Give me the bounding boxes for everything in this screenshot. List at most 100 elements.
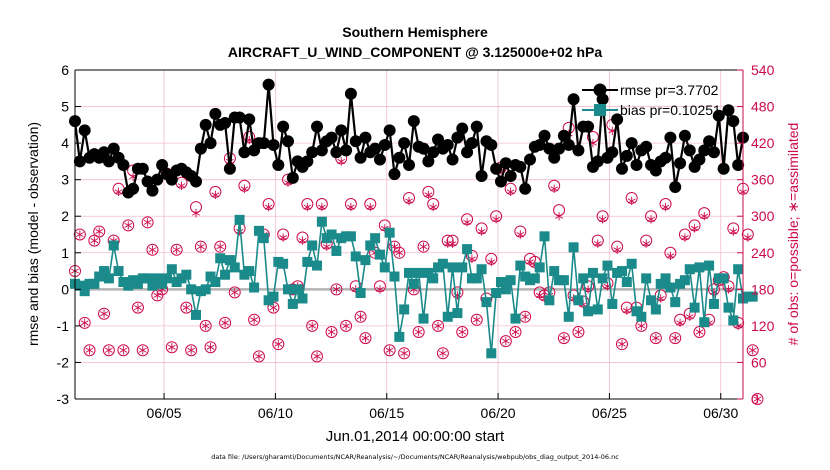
obs-possible-point — [311, 350, 324, 363]
obs-possible-point — [572, 325, 585, 338]
obs-assimilated-point — [685, 312, 694, 321]
asterisk-stroke — [627, 198, 636, 204]
bias-point — [302, 256, 313, 267]
bias-point — [437, 258, 448, 269]
y-tick-label-left: 4 — [61, 135, 69, 151]
asterisk-stroke — [356, 314, 365, 320]
asterisk-stroke — [134, 305, 142, 311]
obs-possible-point — [615, 338, 628, 351]
rmse-point — [519, 182, 532, 195]
rmse-point — [465, 137, 478, 150]
obs-assimilated-point — [414, 327, 423, 337]
obs-assimilated-point — [492, 215, 500, 224]
chart-title: Southern Hemisphere — [342, 24, 488, 40]
obs-assimilated-point — [472, 315, 481, 324]
obs-assimilated-point — [676, 318, 684, 328]
obs-possible-point — [340, 319, 353, 332]
rmse-point — [398, 137, 411, 150]
obs-possible-point — [228, 286, 241, 299]
obs-assimilated-point — [560, 333, 568, 343]
asterisk-stroke — [95, 228, 104, 234]
asterisk-stroke — [448, 241, 457, 247]
obs-assimilated-point — [526, 257, 534, 267]
bias-point — [544, 295, 555, 306]
obs-possible-point — [509, 325, 522, 338]
obs-assimilated-point — [690, 224, 699, 233]
obs-assimilated-point — [134, 303, 142, 312]
rmse-point — [499, 157, 512, 170]
rmse-point — [219, 117, 232, 130]
bias-point — [447, 262, 458, 273]
asterisk-stroke — [487, 259, 496, 265]
rmse-point — [470, 120, 483, 133]
obs-assimilated-point — [647, 215, 655, 224]
rmse-point — [659, 151, 672, 164]
rmse-point — [393, 151, 406, 164]
obs-possible-point — [170, 243, 183, 256]
bias-point — [583, 306, 594, 317]
bias-point — [679, 275, 690, 286]
obs-assimilated-point — [448, 239, 457, 248]
rmse-point — [403, 159, 415, 172]
rmse-point — [712, 109, 725, 122]
y-tick-label-left: 6 — [61, 62, 69, 78]
rmse-point — [141, 175, 154, 188]
legend-bias-marker — [594, 104, 606, 116]
bias-point — [704, 260, 715, 271]
bias-point — [597, 273, 608, 284]
y-tick-label-left: 1 — [61, 245, 69, 261]
asterisk-stroke — [250, 317, 258, 323]
obs-assimilated-point — [516, 230, 525, 239]
obs-assimilated-point — [303, 202, 312, 212]
y-tick-label-right: 120 — [751, 318, 775, 334]
bias-point — [650, 304, 661, 315]
y-tick-label-left: 0 — [61, 281, 69, 297]
asterisk-stroke — [642, 241, 651, 247]
rmse-point — [306, 146, 319, 159]
obs-assimilated-point — [652, 333, 660, 343]
bias-point — [123, 280, 134, 291]
asterisk-stroke — [119, 347, 128, 353]
asterisk-stroke — [501, 338, 510, 344]
obs-possible-point — [199, 319, 212, 332]
bias-point — [152, 273, 163, 284]
rmse-point — [151, 173, 164, 186]
bias-point — [147, 280, 158, 291]
x-tick-label: 06/30 — [703, 405, 738, 421]
obs-possible-point — [204, 341, 217, 354]
rmse-point — [286, 171, 299, 184]
rmse-point — [349, 135, 362, 148]
asterisk-stroke — [347, 204, 355, 210]
rmse-point — [107, 142, 120, 155]
obs-assimilated-point — [182, 303, 191, 312]
rmse-point — [136, 162, 149, 175]
obs-assimilated-point — [90, 236, 99, 245]
obs-possible-point — [102, 344, 115, 357]
obs-possible-point — [117, 344, 130, 357]
bias-point — [103, 273, 114, 284]
asterisk-stroke — [206, 344, 215, 350]
asterisk-stroke — [322, 244, 331, 250]
obs-assimilated-point — [400, 349, 409, 358]
rmse-point — [388, 168, 401, 181]
obs-possible-point — [248, 313, 261, 326]
obs-possible-point — [185, 344, 198, 357]
obs-assimilated-point — [366, 202, 375, 212]
asterisk-stroke — [613, 247, 622, 253]
y-tick-label-right: 240 — [751, 245, 775, 261]
asterisk-stroke — [313, 353, 321, 359]
obs-assimilated-point — [376, 285, 384, 294]
obs-assimilated-point — [385, 346, 394, 355]
asterisk-stroke — [337, 158, 346, 164]
bias-point — [631, 306, 642, 317]
obs-possible-point — [131, 301, 144, 314]
rmse-point — [562, 138, 575, 151]
rmse-point — [649, 164, 662, 177]
obs-possible-point — [93, 225, 106, 238]
bias-point — [404, 267, 414, 278]
obs-assimilated-point — [201, 321, 210, 331]
legend-rmse-marker — [593, 83, 607, 97]
obs-assimilated-point — [187, 346, 196, 355]
asterisk-stroke — [342, 323, 350, 329]
asterisk-stroke — [100, 311, 108, 317]
